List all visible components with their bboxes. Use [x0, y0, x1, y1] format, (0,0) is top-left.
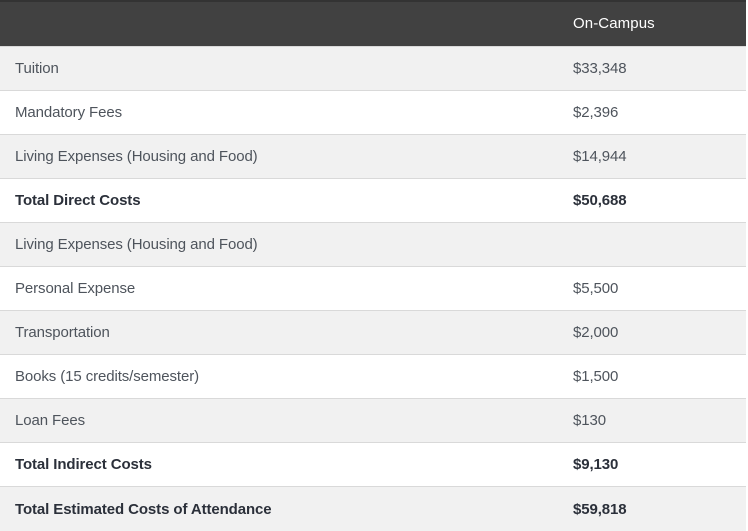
cost-value: $130	[573, 412, 606, 430]
row-total-indirect-costs: Total Indirect Costs $9,130	[0, 442, 746, 487]
row-transportation: Transportation $2,000	[0, 310, 746, 355]
cost-label: Tuition	[15, 59, 59, 77]
cost-value: $2,000	[573, 324, 619, 341]
row-mandatory-fees: Mandatory Fees $2,396	[0, 90, 746, 135]
cost-label: Total Indirect Costs	[15, 456, 152, 474]
cost-label: Total Estimated Costs of Attendance	[15, 500, 272, 518]
cost-value: $14,944	[573, 147, 627, 165]
cost-label: Living Expenses (Housing and Food)	[15, 235, 258, 253]
table-body: Tuition $33,348 Mandatory Fees $2,396 Li…	[0, 46, 746, 531]
cost-label: Transportation	[15, 324, 110, 341]
cost-value	[558, 222, 746, 266]
row-living-expenses-indirect: Living Expenses (Housing and Food)	[0, 222, 746, 267]
cost-value: $59,818	[573, 500, 627, 518]
row-books: Books (15 credits/semester) $1,500	[0, 354, 746, 399]
cost-label: Total Direct Costs	[15, 191, 141, 209]
cost-value: $2,396	[573, 103, 619, 121]
cost-value: $1,500	[573, 368, 619, 386]
cost-value: $50,688	[573, 191, 627, 209]
cost-label: Living Expenses (Housing and Food)	[15, 147, 258, 165]
cost-label: Mandatory Fees	[15, 103, 122, 121]
row-personal-expense: Personal Expense $5,500	[0, 266, 746, 311]
cost-value: $5,500	[573, 279, 619, 297]
header-label-cell	[0, 1, 558, 46]
header-on-campus: On-Campus	[573, 15, 655, 33]
row-living-expenses-direct: Living Expenses (Housing and Food) $14,9…	[0, 134, 746, 179]
row-total-direct-costs: Total Direct Costs $50,688	[0, 178, 746, 223]
row-loan-fees: Loan Fees $130	[0, 398, 746, 443]
row-total-estimated-costs: Total Estimated Costs of Attendance $59,…	[0, 486, 746, 531]
cost-value: $33,348	[573, 59, 627, 77]
cost-value: $9,130	[573, 456, 619, 474]
cost-label: Books (15 credits/semester)	[15, 368, 200, 386]
row-tuition: Tuition $33,348	[0, 46, 746, 91]
header-row: On-Campus	[0, 1, 746, 46]
cost-label: Loan Fees	[15, 412, 85, 430]
table-header: On-Campus	[0, 1, 746, 46]
cost-label: Personal Expense	[15, 279, 136, 297]
